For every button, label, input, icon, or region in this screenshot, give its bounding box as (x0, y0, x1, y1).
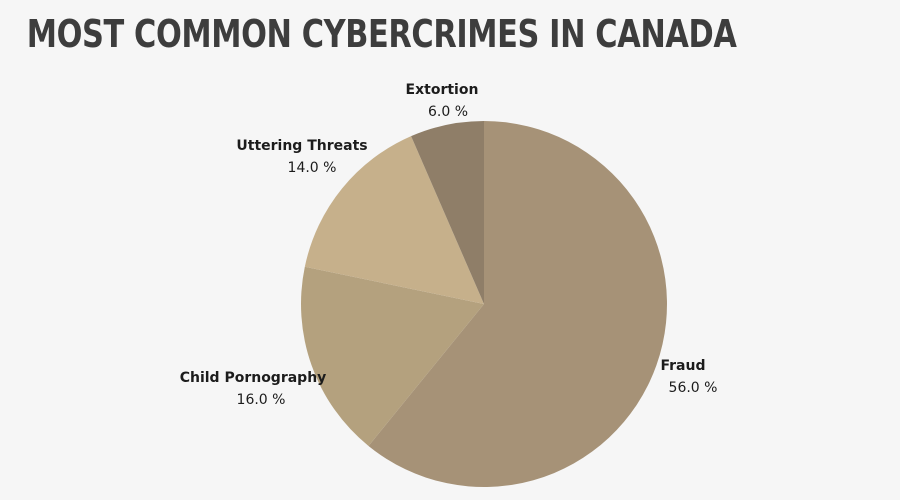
slice-value-fraud: 56.0 % (669, 380, 718, 396)
slice-value-uttering-threats: 14.0 % (288, 160, 337, 176)
pie-slice-extortion (411, 120, 484, 304)
chart-title: MOST COMMON CYBERCRIMES IN CANADA (26, 12, 737, 56)
slice-value-extortion: 6.0 % (428, 104, 468, 120)
slice-label-uttering-threats: Uttering Threats (236, 138, 367, 154)
slice-label-extortion: Extortion (406, 82, 479, 98)
pie-labels: Fraud 56.0 % Child Pornography 16.0 % Utteri… (180, 82, 718, 408)
slice-label-fraud: Fraud (660, 358, 705, 374)
slice-value-child-pornography: 16.0 % (237, 392, 286, 408)
pie-slice-child-pornography (301, 266, 484, 446)
slice-label-child-pornography: Child Pornography (180, 370, 327, 386)
pie-slice-uttering-threats (304, 136, 484, 304)
pie-slice-fraud (368, 121, 667, 488)
pie-slices (301, 120, 667, 488)
